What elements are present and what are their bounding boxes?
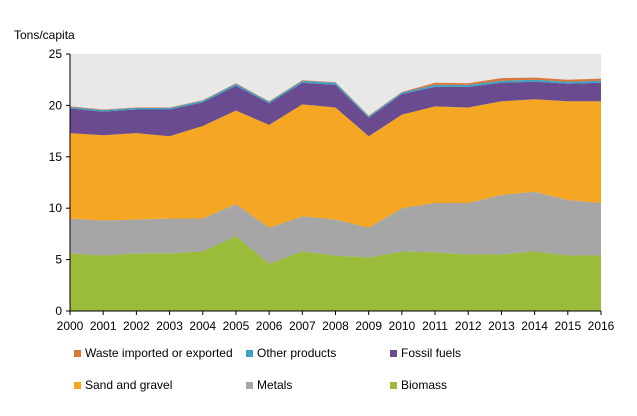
legend-label-sand-and-gravel: Sand and gravel [85,378,173,392]
legend-item-metals: Metals [246,378,292,392]
x-tick-label: 2006 [256,319,283,333]
x-tick-label: 2005 [223,319,250,333]
x-tick-label: 2003 [156,319,183,333]
legend-item-biomass: Biomass [390,378,447,392]
legend-swatch-waste-imported-or-exported [74,349,81,357]
x-tick-label: 2009 [355,319,382,333]
legend-swatch-metals [246,381,253,389]
legend-label-biomass: Biomass [401,378,448,392]
x-tick-label: 2008 [322,319,349,333]
area-series-biomass [70,235,601,311]
x-tick-label: 2016 [588,319,615,333]
y-axis-label: Tons/capita [14,28,75,42]
x-tick-label: 2012 [455,319,482,333]
legend-swatch-other-products [246,349,253,357]
x-tick-label: 2000 [57,319,84,333]
legend-label-other-products: Other products [257,346,337,360]
legend-label-fossil-fuels: Fossil fuels [401,346,462,360]
area-series-fossil-fuels [70,81,601,137]
x-tick-label: 2001 [90,319,117,333]
legend-swatch-biomass [390,381,397,389]
x-tick-label: 2010 [389,319,416,333]
x-tick-label: 2007 [289,319,316,333]
legend-item-sand-and-gravel: Sand and gravel [74,378,172,392]
legend-swatch-fossil-fuels [390,349,397,357]
x-tick-label: 2015 [554,319,581,333]
x-tick-label: 2013 [488,319,515,333]
legend-label-metals: Metals [257,378,293,392]
y-tick-label: 20 [49,98,63,112]
y-tick-label: 25 [49,47,63,61]
area-series-metals [70,191,601,264]
legend-label-waste-imported-or-exported: Waste imported or exported [85,346,233,360]
y-tick-label: 0 [55,304,62,318]
legend-item-waste-imported-or-exported: Waste imported or exported [74,346,233,360]
legend-swatch-sand-and-gravel [74,381,81,389]
area-series-sand-and-gravel [70,99,601,228]
y-tick-label: 10 [49,201,63,215]
x-tick-label: 2014 [521,319,548,333]
y-tick-label: 15 [49,150,63,164]
chart-legend: Waste imported or exported Other products… [74,346,614,406]
y-tick-label: 5 [55,253,62,267]
x-tick-label: 2011 [422,319,448,333]
legend-item-fossil-fuels: Fossil fuels [390,346,461,360]
x-tick-label: 2002 [123,319,150,333]
x-tick-label: 2004 [189,319,216,333]
legend-item-other-products: Other products [246,346,336,360]
